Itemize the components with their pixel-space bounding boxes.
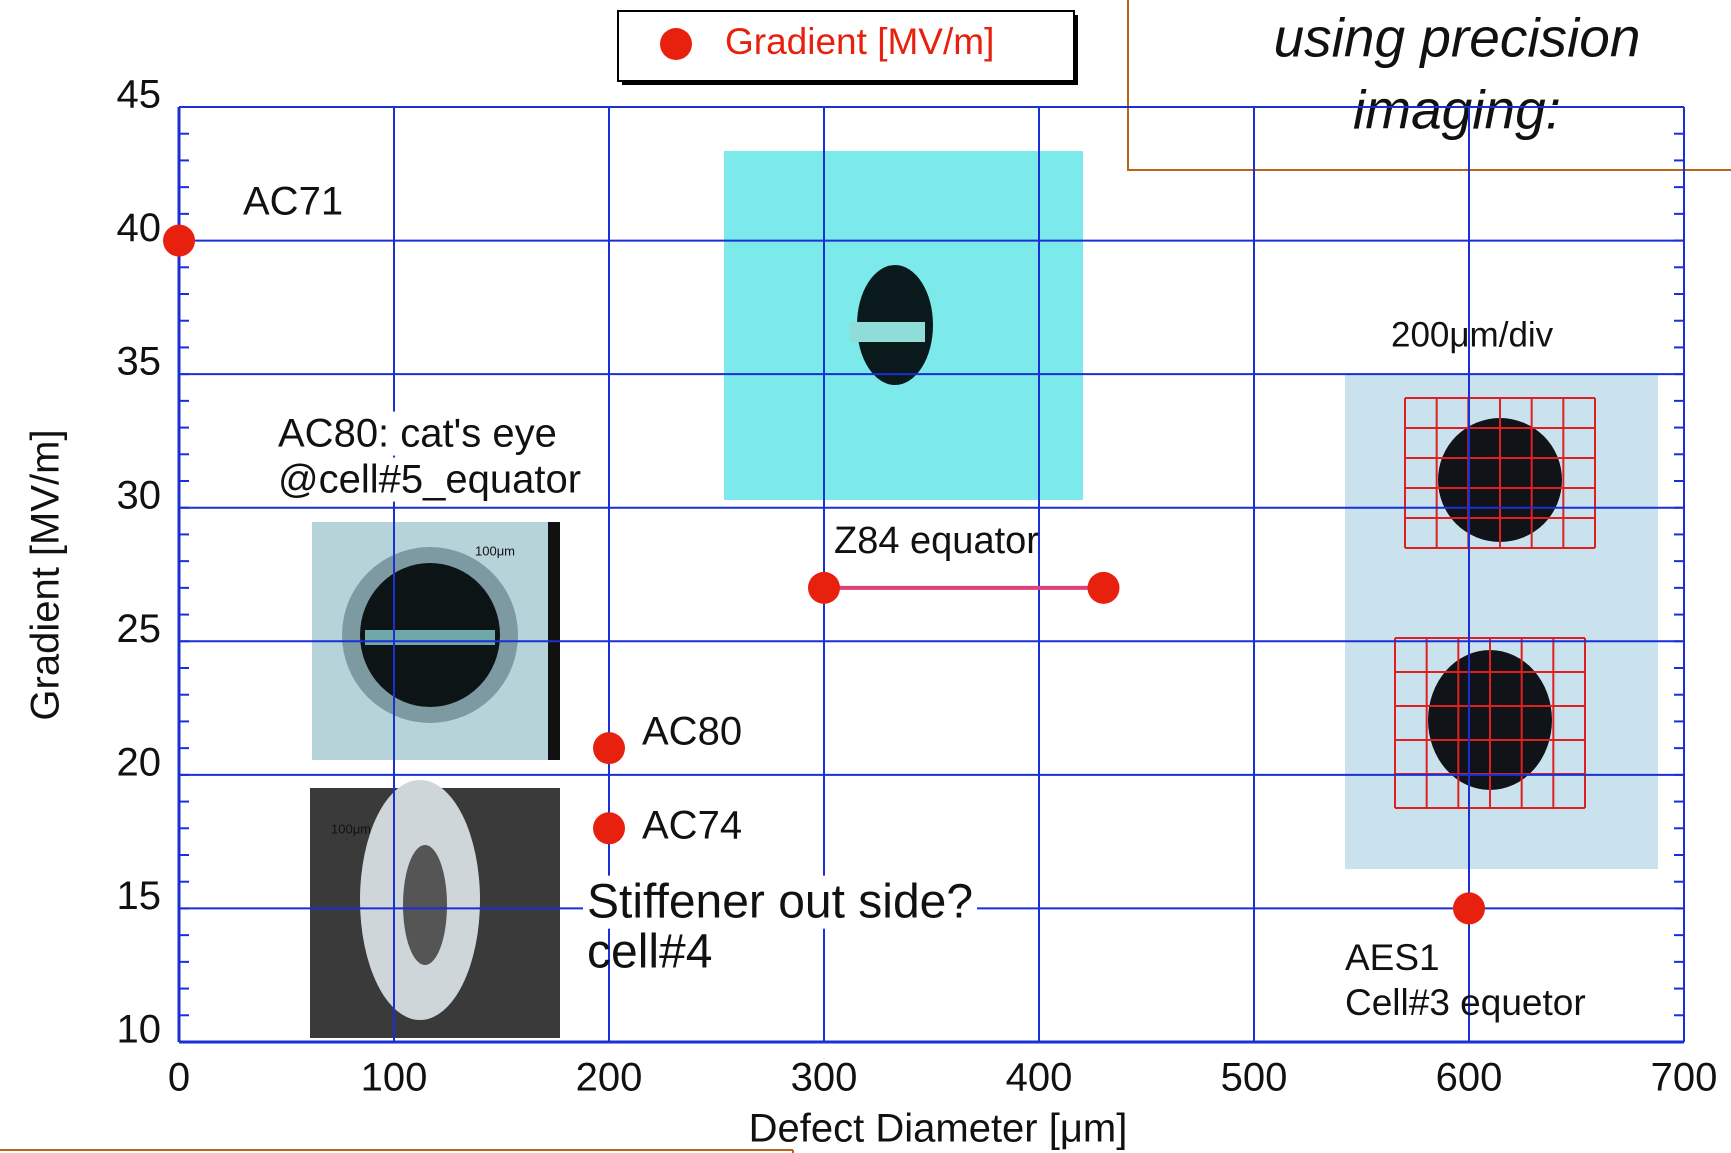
data-point xyxy=(1088,572,1120,604)
x-tick-label: 300 xyxy=(791,1056,858,1100)
x-tick-label: 200 xyxy=(576,1056,643,1100)
data-point xyxy=(593,732,625,764)
annotation: Z84 equator xyxy=(834,520,1039,562)
annotation: Stiffener out side? xyxy=(587,876,973,929)
annotation: AC80 xyxy=(642,710,742,754)
x-tick-label: 500 xyxy=(1221,1056,1288,1100)
x-tick-label: 600 xyxy=(1436,1056,1503,1100)
chart: using precision imaging: Defect Diameter… xyxy=(0,0,1731,1153)
photo-aes1 xyxy=(1345,373,1658,869)
callout-text: using precision xyxy=(1274,7,1641,69)
y-tick-label: 10 xyxy=(117,1008,162,1052)
annotation: cell#4 xyxy=(587,926,712,979)
y-tick-label: 30 xyxy=(117,473,162,517)
annotation: 100μm xyxy=(331,821,371,836)
annotation: 100μm xyxy=(475,543,515,558)
x-tick-label: 700 xyxy=(1651,1056,1718,1100)
data-point xyxy=(163,225,195,257)
x-tick-label: 400 xyxy=(1006,1056,1073,1100)
y-axis-title: Gradient [MV/m] xyxy=(24,429,68,720)
x-axis-title: Defect Diameter [μm] xyxy=(749,1107,1128,1151)
annotation: AC71 xyxy=(243,180,343,224)
x-tick-label: 0 xyxy=(168,1056,190,1100)
annotation: 200μm/div xyxy=(1391,315,1554,354)
data-point xyxy=(1453,892,1485,924)
y-tick-label: 40 xyxy=(117,206,162,250)
photo-z84 xyxy=(724,151,1083,500)
legend-marker xyxy=(660,28,692,60)
y-tick-label: 35 xyxy=(117,340,162,384)
y-tick-label: 15 xyxy=(117,874,162,918)
page: using precision imaging: Defect Diameter… xyxy=(0,0,1731,1153)
y-tick-label: 25 xyxy=(117,607,162,651)
data-point xyxy=(593,812,625,844)
annotation: Cell#3 equetor xyxy=(1345,982,1586,1023)
annotation: AES1 xyxy=(1345,937,1440,978)
y-tick-label: 20 xyxy=(117,740,162,784)
x-tick-label: 100 xyxy=(361,1056,428,1100)
annotation: AC80: cat's eye xyxy=(278,412,557,456)
annotation: AC74 xyxy=(642,804,742,848)
data-point xyxy=(808,572,840,604)
y-tick-label: 45 xyxy=(117,73,162,117)
callout-text: imaging: xyxy=(1353,79,1561,141)
legend-label: Gradient [MV/m] xyxy=(725,21,994,62)
annotation: @cell#5_equator xyxy=(278,458,581,502)
